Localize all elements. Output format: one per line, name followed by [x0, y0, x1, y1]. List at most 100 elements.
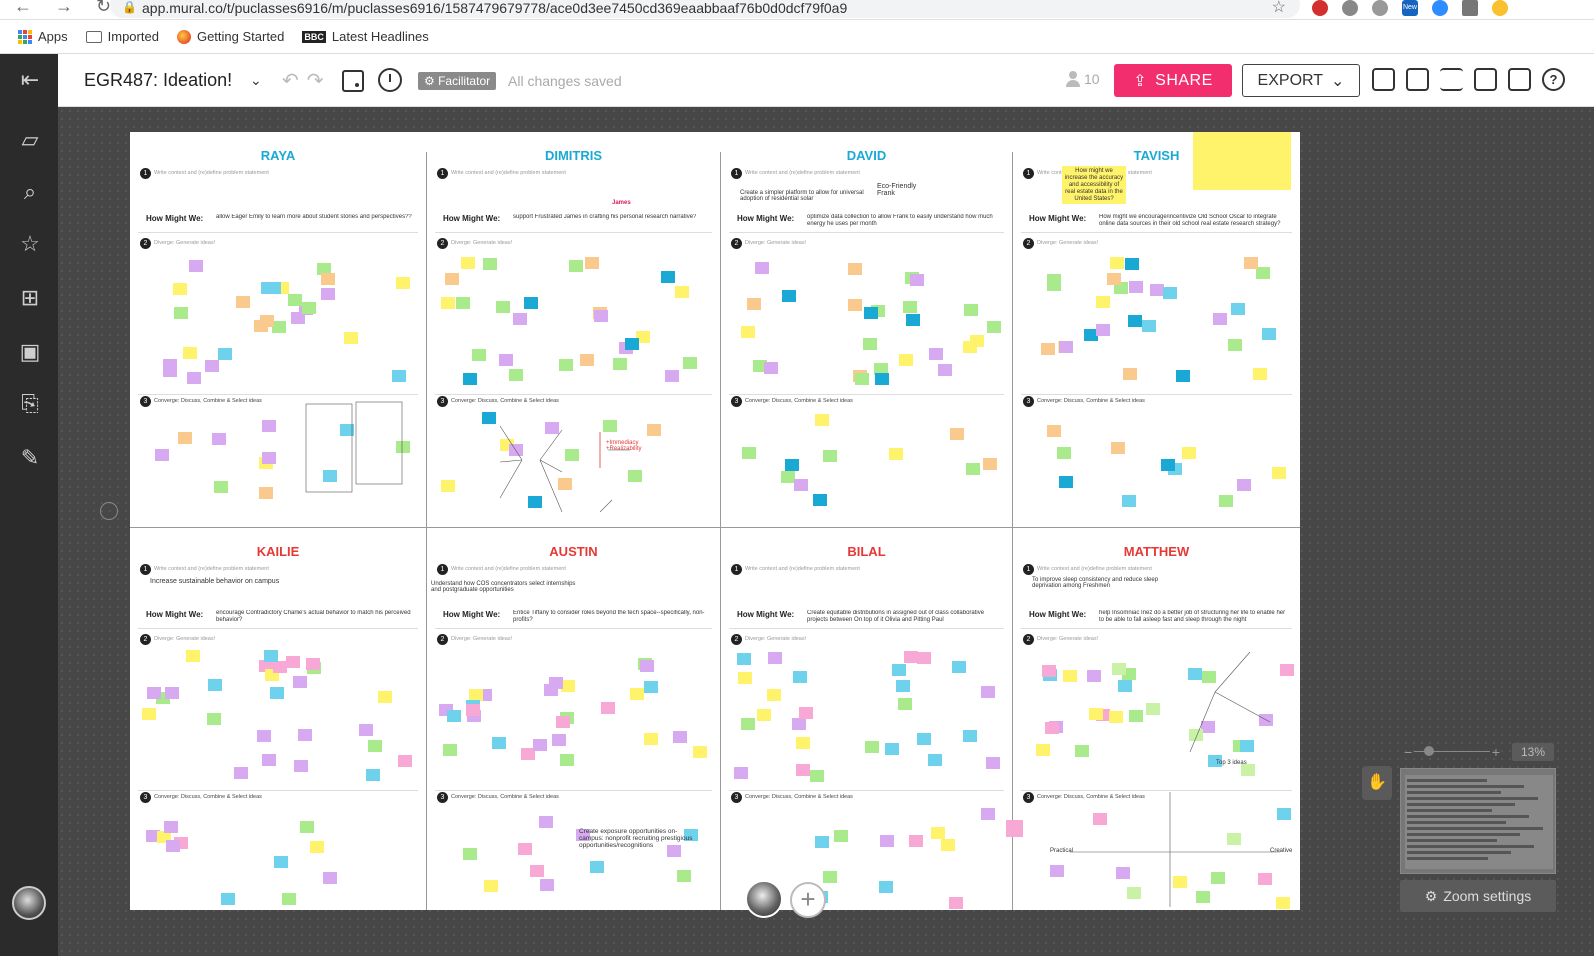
sticky-note[interactable]	[1189, 729, 1203, 741]
sticky-note[interactable]	[625, 338, 639, 350]
sticky-note[interactable]	[928, 754, 942, 766]
sticky-note[interactable]	[492, 737, 506, 749]
sticky-note[interactable]	[815, 414, 829, 426]
sticky-note[interactable]	[533, 739, 547, 751]
sticky-note[interactable]	[1093, 813, 1107, 825]
sticky-note[interactable]	[986, 757, 1000, 769]
sticky-note[interactable]	[738, 672, 752, 684]
sticky-note[interactable]	[964, 304, 978, 316]
sticky-note[interactable]	[142, 708, 156, 720]
sticky-note[interactable]	[823, 450, 837, 462]
sticky-note[interactable]	[469, 689, 483, 701]
bookmark-star-icon[interactable]: ☆	[1271, 0, 1286, 16]
sticky-note[interactable]	[306, 658, 320, 670]
sticky-note[interactable]	[166, 840, 180, 852]
sticky-note[interactable]	[1123, 368, 1137, 380]
sticky-note[interactable]	[221, 893, 235, 905]
sticky-note[interactable]	[1036, 744, 1050, 756]
sticky-note[interactable]	[823, 871, 837, 883]
sticky-note[interactable]	[456, 297, 470, 309]
sticky-note[interactable]	[673, 731, 687, 743]
sticky-note[interactable]	[340, 424, 354, 436]
sticky-note[interactable]	[1096, 324, 1110, 336]
sticky-note[interactable]	[949, 897, 963, 909]
sticky-note[interactable]	[183, 347, 197, 359]
sticky-note[interactable]	[1163, 287, 1177, 299]
sticky-note[interactable]	[848, 299, 862, 311]
icons-star-icon[interactable]: ☆	[20, 231, 40, 256]
sticky-note[interactable]	[628, 470, 642, 482]
sticky-note[interactable]	[1276, 897, 1290, 909]
zoom-slider[interactable]: − +	[1404, 744, 1500, 760]
sticky-note[interactable]	[302, 302, 316, 314]
sticky-note[interactable]	[293, 676, 307, 688]
extension-new-icon[interactable]: New	[1402, 0, 1418, 16]
sticky-note[interactable]	[899, 354, 913, 366]
search-icon[interactable]	[1508, 68, 1531, 91]
frameworks-grid-icon[interactable]: ⊞	[20, 285, 40, 310]
sticky-note[interactable]	[677, 870, 691, 882]
extension-menu-icon[interactable]	[1462, 0, 1478, 16]
sticky-note[interactable]	[174, 307, 188, 319]
sticky-note[interactable]	[1125, 258, 1139, 270]
sticky-note[interactable]	[885, 743, 899, 755]
sticky-note[interactable]	[661, 271, 675, 283]
sticky-note[interactable]	[513, 313, 527, 325]
sticky-note[interactable]	[1047, 279, 1061, 291]
online-users[interactable]: 10	[1066, 71, 1100, 87]
sticky-note[interactable]	[163, 365, 177, 377]
sticky-note[interactable]	[521, 748, 535, 760]
sticky-note[interactable]	[441, 480, 455, 492]
sticky-note[interactable]	[879, 881, 893, 893]
sticky-note[interactable]	[794, 479, 808, 491]
sticky-note[interactable]	[552, 734, 566, 746]
sticky-note[interactable]	[799, 707, 813, 719]
zoom-knob[interactable]	[1424, 746, 1434, 756]
sticky-note[interactable]	[1256, 267, 1270, 279]
sticky-note[interactable]	[590, 861, 604, 873]
zoom-settings-button[interactable]: ⚙ Zoom settings	[1400, 880, 1556, 912]
sticky-note[interactable]	[558, 478, 572, 490]
sticky-note[interactable]	[1129, 710, 1143, 722]
sticky-note[interactable]	[855, 373, 869, 385]
sticky-note[interactable]	[1128, 315, 1142, 327]
sticky-note[interactable]	[288, 294, 302, 306]
extension-drive-icon[interactable]	[1372, 0, 1388, 16]
back-arrow-icon[interactable]: ←	[14, 0, 32, 16]
sticky-note[interactable]	[785, 459, 799, 471]
sticky-note[interactable]	[530, 865, 544, 877]
sticky-note[interactable]	[603, 420, 617, 432]
sticky-note[interactable]	[1114, 282, 1128, 294]
sticky-note[interactable]	[1201, 721, 1215, 733]
profile-avatar-icon[interactable]	[1492, 0, 1508, 16]
sticky-note[interactable]	[447, 710, 461, 722]
sticky-note[interactable]	[1196, 891, 1210, 903]
sticky-note[interactable]	[524, 297, 538, 309]
user-avatar[interactable]	[12, 886, 46, 920]
sticky-note[interactable]	[1042, 665, 1056, 677]
sticky-note[interactable]	[262, 754, 276, 766]
sticky-note[interactable]	[321, 273, 335, 285]
sticky-note[interactable]	[898, 698, 912, 710]
exit-icon[interactable]: ⇤	[20, 67, 40, 92]
sticky-note[interactable]	[742, 447, 756, 459]
sticky-note[interactable]	[1258, 873, 1272, 885]
sticky-note[interactable]	[1231, 303, 1245, 315]
sticky-note[interactable]	[1182, 447, 1196, 459]
sticky-note[interactable]	[540, 879, 554, 891]
sticky-note[interactable]	[272, 321, 286, 333]
sticky-note[interactable]	[178, 432, 192, 444]
sticky-note[interactable]	[1211, 872, 1225, 884]
sticky-note[interactable]	[1006, 820, 1023, 837]
sticky-note[interactable]	[1075, 745, 1089, 757]
sticky-note[interactable]	[1244, 257, 1258, 269]
sticky-note[interactable]	[863, 338, 877, 350]
reload-icon[interactable]: ↻	[96, 0, 112, 16]
sticky-note[interactable]	[767, 689, 781, 701]
sticky-note[interactable]	[1063, 670, 1077, 682]
sticky-note[interactable]	[834, 830, 848, 842]
sticky-note[interactable]	[254, 320, 268, 332]
sticky-note[interactable]	[461, 257, 475, 269]
sticky-note[interactable]	[792, 718, 806, 730]
sticky-note[interactable]	[323, 470, 337, 482]
